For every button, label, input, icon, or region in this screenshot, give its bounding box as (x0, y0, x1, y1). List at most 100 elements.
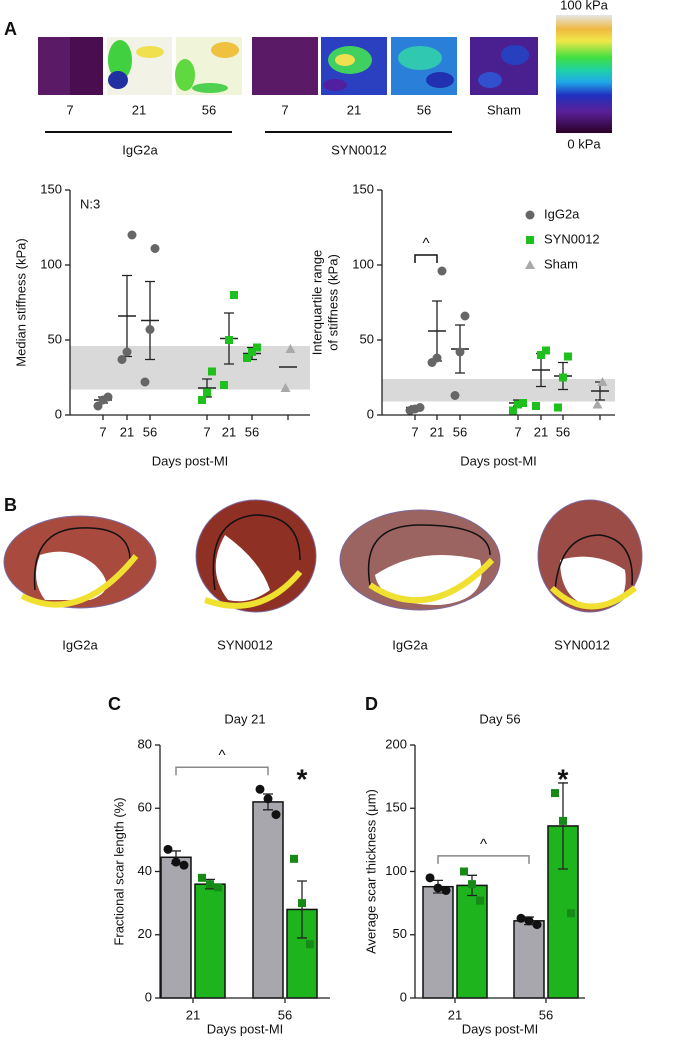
x-tick-label: 56 (245, 424, 259, 439)
data-point (285, 344, 296, 353)
chart-title: Day 21 (224, 711, 265, 726)
x-axis-label: Days post-MI (152, 453, 229, 468)
data-point (198, 396, 206, 404)
y-tick-label: 200 (385, 736, 407, 751)
chart-title: Day 56 (479, 711, 520, 726)
colorbar-min: 0 kPa (567, 136, 601, 151)
data-point (290, 854, 298, 863)
stiffness-maps (38, 15, 612, 133)
y-tick-label: 100 (40, 256, 62, 271)
histology (3, 499, 643, 613)
data-point (122, 347, 132, 357)
data-point (450, 391, 460, 400)
colorbar-max: 100 kPa (560, 0, 608, 12)
y-tick-label: 40 (138, 863, 152, 878)
y-tick-label: 50 (393, 926, 407, 941)
data-point (206, 880, 214, 889)
data-point (179, 860, 189, 870)
data-point (298, 899, 306, 908)
x-axis-label: Days post-MI (460, 453, 537, 468)
data-point (103, 392, 113, 402)
x-axis-label: Days post-MI (207, 1021, 284, 1036)
y-tick-label: 20 (138, 926, 152, 941)
x-tick-label: 56 (556, 424, 570, 439)
day-label: 7 (281, 102, 288, 117)
data-point (140, 377, 150, 387)
data-point (559, 816, 567, 825)
data-point (263, 794, 273, 804)
data-point (415, 403, 425, 412)
bar (194, 883, 226, 999)
reference-band (70, 346, 310, 390)
y-tick-label: 50 (360, 331, 374, 346)
data-point (514, 400, 522, 409)
y-tick-label: 80 (138, 736, 152, 751)
data-point (255, 784, 265, 794)
data-point (524, 916, 534, 926)
data-point (271, 810, 281, 820)
data-point (441, 885, 451, 895)
data-point (516, 913, 526, 923)
x-tick-label: 7 (203, 424, 210, 439)
data-point (551, 789, 559, 798)
data-point (437, 266, 447, 276)
data-point (253, 343, 261, 352)
day-label: 56 (417, 102, 431, 117)
data-point (425, 873, 435, 883)
data-point (532, 920, 542, 930)
sham-label: Sham (487, 102, 521, 117)
histology-caption: IgG2a (62, 637, 98, 652)
data-point (509, 406, 517, 415)
legend-marker (525, 260, 535, 269)
legend-label: SYN0012 (544, 231, 600, 246)
data-point (564, 352, 572, 361)
x-axis-label: Days post-MI (462, 1021, 539, 1036)
data-point (117, 355, 127, 364)
panel-label: B (4, 495, 17, 515)
data-point (468, 880, 476, 889)
x-tick-label: 21 (222, 424, 236, 439)
bar (513, 920, 545, 999)
data-point (567, 909, 575, 918)
significance-bracket (414, 254, 438, 263)
data-point (460, 867, 468, 876)
significance-mark: * (558, 763, 569, 794)
significance-mark: ^ (218, 747, 225, 764)
data-point (248, 348, 256, 356)
day-label: 21 (347, 102, 361, 117)
data-point (145, 325, 155, 334)
bar (160, 856, 192, 999)
error-bar (558, 782, 568, 870)
reference-band (382, 379, 615, 402)
x-tick-label: 21 (186, 1007, 200, 1022)
y-tick-label: 0 (55, 406, 62, 421)
x-tick-label: 21 (120, 424, 134, 439)
y-tick-label: 50 (48, 331, 62, 346)
data-point (554, 403, 562, 412)
y-axis-label: of stiffness (kPa) (325, 254, 340, 351)
y-axis-label: Interquartile range (309, 250, 324, 356)
data-point (230, 291, 238, 299)
x-tick-label: 21 (448, 1007, 462, 1022)
y-tick-label: 0 (145, 989, 152, 1004)
data-point (532, 402, 540, 410)
x-tick-label: 56 (453, 424, 467, 439)
significance-bracket (175, 766, 269, 776)
data-point (542, 346, 550, 355)
y-tick-label: 0 (367, 406, 374, 421)
data-point (597, 377, 608, 386)
bar (422, 885, 454, 999)
data-point (220, 381, 228, 389)
bar (252, 801, 284, 999)
panel-label: A (4, 19, 17, 39)
histology-caption: IgG2a (392, 637, 428, 652)
x-tick-label: 7 (514, 424, 521, 439)
y-tick-label: 0 (400, 989, 407, 1004)
annotation: N:3 (80, 196, 100, 211)
data-point (455, 347, 465, 357)
data-point (460, 311, 470, 321)
data-point (280, 383, 291, 392)
data-point (592, 399, 603, 409)
error-bar (297, 880, 307, 939)
